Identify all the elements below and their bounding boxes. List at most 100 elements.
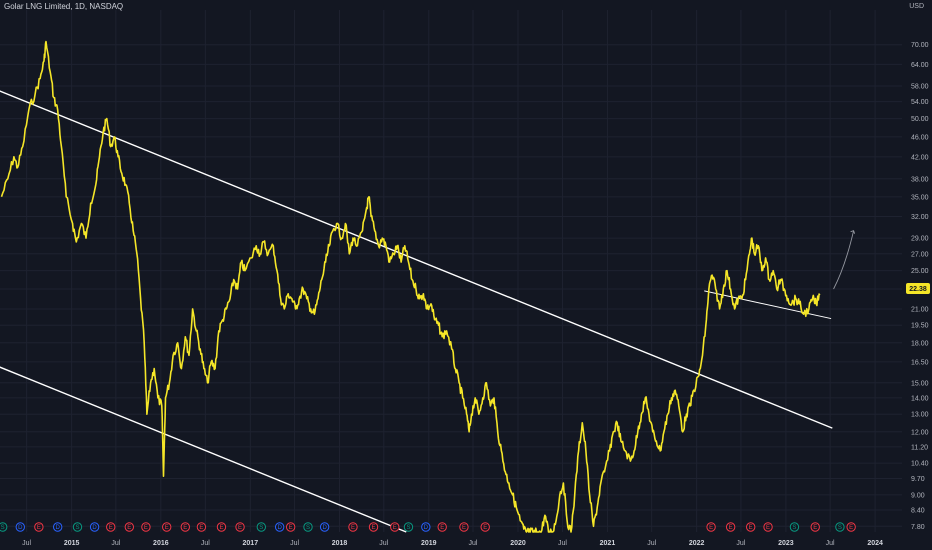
y-tick-label: 42.00 xyxy=(911,154,929,161)
event-marker-dividend[interactable]: D xyxy=(52,522,63,532)
x-tick-label: Jul xyxy=(558,540,567,547)
event-marker-circle xyxy=(390,522,400,532)
event-marker-label: E xyxy=(749,525,753,531)
event-marker-earnings[interactable]: E xyxy=(846,522,856,532)
event-marker-label: E xyxy=(483,525,487,531)
y-tick-label: 29.00 xyxy=(911,236,929,243)
event-marker-earnings[interactable]: E xyxy=(196,522,207,532)
event-marker-split[interactable]: S xyxy=(0,522,8,532)
event-marker-circle xyxy=(162,522,172,532)
event-marker-label: E xyxy=(440,525,444,531)
event-marker-dividend[interactable]: D xyxy=(89,522,100,532)
event-marker-earnings[interactable]: E xyxy=(216,522,227,532)
grid-lines xyxy=(0,10,902,532)
y-tick-label: 27.00 xyxy=(911,251,929,258)
price-series xyxy=(0,40,821,533)
event-marker-circle xyxy=(725,522,736,532)
channel-upper-line xyxy=(0,90,833,429)
x-tick-label: 2021 xyxy=(600,540,616,547)
event-marker-dividend[interactable]: D xyxy=(15,522,25,532)
event-marker-earnings[interactable]: E xyxy=(480,522,490,532)
forecast-arrow-head xyxy=(850,230,856,234)
event-marker-label: E xyxy=(109,525,113,531)
event-marker-earnings[interactable]: E xyxy=(810,522,820,532)
event-marker-split[interactable]: S xyxy=(256,522,267,532)
x-tick-label: 2018 xyxy=(332,540,348,547)
event-marker-earnings[interactable]: E xyxy=(390,522,400,532)
event-marker-label: E xyxy=(199,525,203,531)
event-marker-dividend[interactable]: D xyxy=(274,522,285,532)
x-tick-label: 2019 xyxy=(421,540,437,547)
event-marker-circle xyxy=(180,522,190,532)
event-marker-circle xyxy=(835,522,845,532)
event-marker-earnings[interactable]: E xyxy=(124,522,135,532)
time-axis[interactable]: Jul 2015 Jul 2016 Jul 2017 Jul 2018 Jul 2019 Jul 20… xyxy=(22,540,883,547)
trend-lines xyxy=(0,90,856,533)
x-tick-label: Jul xyxy=(647,540,656,547)
event-marker-label: E xyxy=(766,525,770,531)
forecast-arrow xyxy=(833,230,855,290)
y-tick-label: 14.00 xyxy=(911,395,929,402)
event-marker-label: E xyxy=(37,525,41,531)
event-marker-circle xyxy=(480,522,490,532)
y-tick-label: 46.00 xyxy=(911,134,929,141)
x-tick-label: Jul xyxy=(736,540,745,547)
y-tick-label: 9.70 xyxy=(911,476,925,483)
event-marker-circle xyxy=(319,522,330,532)
event-marker-label: E xyxy=(393,525,397,531)
event-marker-label: E xyxy=(165,525,169,531)
event-marker-circle xyxy=(124,522,135,532)
event-marker-dividend[interactable]: D xyxy=(319,522,330,532)
event-marker-earnings[interactable]: E xyxy=(34,522,44,532)
event-marker-circle xyxy=(285,522,296,532)
event-marker-label: S xyxy=(838,525,842,531)
event-marker-circle xyxy=(303,522,313,532)
event-marker-earnings[interactable]: E xyxy=(285,522,296,532)
y-tick-label: 35.00 xyxy=(911,194,929,201)
event-marker-earnings[interactable]: E xyxy=(348,522,358,532)
y-tick-label: 70.00 xyxy=(911,42,929,49)
x-tick-label: Jul xyxy=(22,540,31,547)
event-marker-split[interactable]: S xyxy=(835,522,845,532)
support-line xyxy=(704,290,832,320)
y-tick-label: 21.00 xyxy=(911,306,929,313)
event-marker-earnings[interactable]: E xyxy=(162,522,172,532)
y-tick-label: 50.00 xyxy=(911,116,929,123)
event-marker-earnings[interactable]: E xyxy=(235,522,245,532)
event-marker-earnings[interactable]: E xyxy=(459,522,469,532)
x-tick-label: Jul xyxy=(290,540,299,547)
event-marker-circle xyxy=(789,522,800,532)
event-marker-earnings[interactable]: E xyxy=(725,522,736,532)
event-marker-label: E xyxy=(127,525,131,531)
event-marker-circle xyxy=(459,522,469,532)
event-marker-label: D xyxy=(424,525,429,531)
event-marker-label: E xyxy=(351,525,355,531)
event-marker-earnings[interactable]: E xyxy=(141,522,151,532)
event-marker-dividend[interactable]: D xyxy=(421,522,431,532)
event-marker-label: E xyxy=(729,525,733,531)
event-marker-split[interactable]: S xyxy=(72,522,83,532)
event-marker-label: D xyxy=(92,525,97,531)
event-marker-label: E xyxy=(709,525,713,531)
event-marker-split[interactable]: S xyxy=(303,522,313,532)
event-marker-earnings[interactable]: E xyxy=(106,522,116,532)
event-marker-split[interactable]: S xyxy=(789,522,800,532)
event-marker-circle xyxy=(256,522,267,532)
x-tick-label: Jul xyxy=(201,540,210,547)
x-tick-label: Jul xyxy=(111,540,120,547)
event-marker-label: S xyxy=(406,525,410,531)
event-marker-earnings[interactable]: E xyxy=(706,522,716,532)
event-marker-circle xyxy=(846,522,856,532)
chart-title: Golar LNG Limited, 1D, NASDAQ xyxy=(4,2,124,11)
event-marker-earnings[interactable]: E xyxy=(368,522,379,532)
event-marker-label: D xyxy=(56,525,61,531)
event-marker-split[interactable]: S xyxy=(403,522,414,532)
event-marker-earnings[interactable]: E xyxy=(180,522,190,532)
event-marker-circle xyxy=(437,522,447,532)
event-marker-earnings[interactable]: E xyxy=(763,522,773,532)
event-marker-earnings[interactable]: E xyxy=(437,522,447,532)
y-tick-label: 25.00 xyxy=(911,268,929,275)
event-marker-earnings[interactable]: E xyxy=(745,522,756,532)
